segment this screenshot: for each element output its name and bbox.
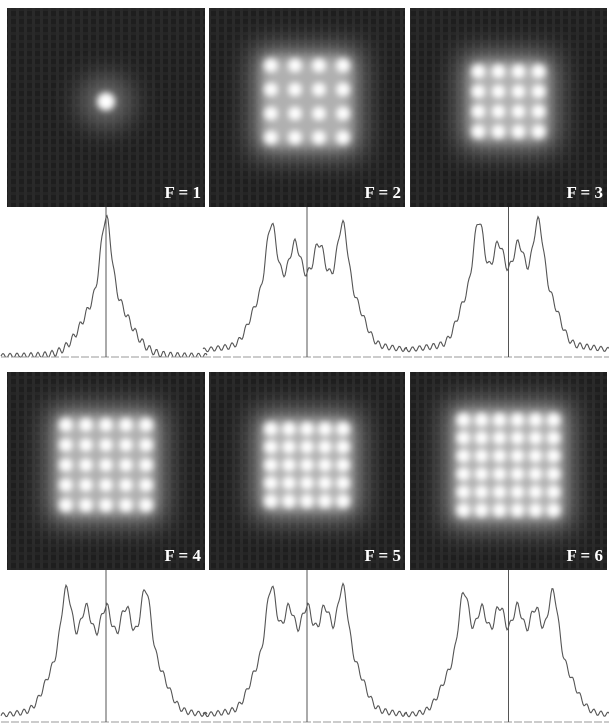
- panel-label: F = 1: [165, 183, 201, 202]
- pattern-image: [209, 8, 405, 207]
- pattern-image: [209, 372, 405, 570]
- panel-label: F = 6: [567, 546, 603, 565]
- panel-label: F = 5: [365, 546, 401, 565]
- intensity-profile: [202, 207, 408, 358]
- panel-label: F = 4: [165, 546, 202, 565]
- intensity-profile: [0, 207, 208, 358]
- pattern-image: [7, 8, 205, 207]
- profile-curve: [202, 582, 408, 718]
- panel-label: F = 2: [365, 183, 401, 202]
- intensity-profile: [403, 570, 609, 723]
- profile-curve: [0, 583, 208, 718]
- profile-curve: [202, 219, 408, 353]
- pattern-image: [7, 372, 205, 570]
- intensity-profile: [403, 207, 609, 358]
- panel-label: F = 3: [567, 183, 603, 202]
- intensity-profile: [0, 570, 208, 723]
- profile-curve: [403, 587, 609, 718]
- pattern-image: [410, 372, 607, 570]
- intensity-profile: [202, 570, 408, 723]
- profile-curve: [403, 215, 609, 353]
- pattern-image: [410, 8, 607, 207]
